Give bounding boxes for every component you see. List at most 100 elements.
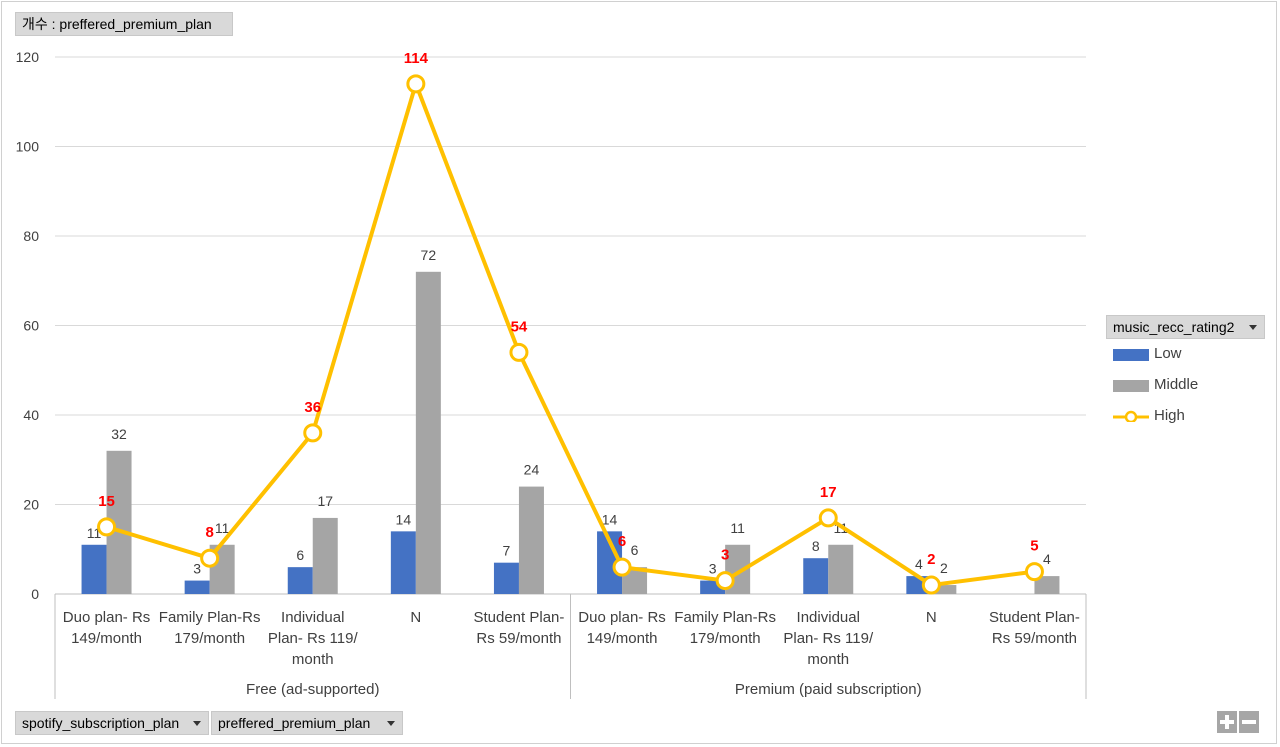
bar-middle [518,486,544,594]
dropdown-arrow-icon [387,721,395,726]
point-high [715,571,735,591]
x-tick-label: N [410,609,421,626]
data-label-high: 6 [618,533,626,550]
legend-field-label: music_recc_rating2 [1113,319,1235,335]
data-label-middle: 17 [317,493,333,509]
data-label-high: 17 [820,484,837,501]
x-tick-label: Plan- Rs 119/ [268,630,359,647]
x-tick-label: Rs 59/month [992,630,1077,647]
x-tick-label: Individual [797,609,860,626]
data-label-middle: 2 [940,560,948,576]
data-label-low: 3 [709,561,717,577]
point-high [509,342,529,362]
data-label-middle: 24 [524,462,540,478]
y-tick-label: 0 [31,586,39,602]
data-label-low: 4 [915,556,923,572]
point-high [303,423,323,443]
x-tick-label: Plan- Rs 119/ [783,630,874,647]
bar-low [184,580,210,594]
group-label: Free (ad-supported) [246,681,379,698]
dropdown-arrow-icon [193,721,201,726]
y-tick-label: 100 [16,139,40,155]
data-field-label: 개수 : preffered_premium_plan [22,16,212,32]
data-label-high: 114 [404,50,429,67]
point-high [406,74,426,94]
dropdown-arrow-icon [1249,325,1257,330]
bar-low [390,531,416,594]
data-label-middle: 4 [1043,551,1051,567]
point-high [612,557,632,577]
bar-middle [1034,576,1060,594]
x-tick-label: Duo plan- Rs [578,609,666,626]
data-label-low: 6 [296,547,304,563]
data-label-middle: 72 [421,247,437,263]
data-label-low: 7 [503,543,511,559]
minus-icon[interactable] [1239,711,1259,733]
line-high [105,81,1035,588]
legend-label-middle: Middle [1154,376,1199,393]
data-label-low: 3 [193,561,201,577]
legend-field-button[interactable]: music_recc_rating2 [1106,315,1265,339]
bar-middle [312,517,338,594]
row-field-label-subscription: spotify_subscription_plan [22,715,180,731]
data-label-high: 5 [1030,538,1038,555]
point-high [97,517,117,537]
data-field-button[interactable]: 개수 : preffered_premium_plan [15,12,233,36]
data-label-low: 14 [396,511,412,527]
y-tick-label: 60 [23,318,39,334]
point-high [921,575,941,595]
x-tick-label: 149/month [71,630,142,647]
data-label-low: 14 [602,511,618,527]
legend-swatch-middle [1113,380,1149,392]
data-label-high: 15 [98,493,115,510]
data-label-middle: 6 [631,542,639,558]
x-tick-label: 179/month [690,630,761,647]
bar-low [287,567,313,594]
x-tick-label: month [807,651,849,668]
legend-swatch-low [1113,349,1149,361]
data-label-high: 36 [304,399,321,416]
bar-low [81,544,107,594]
point-high [818,508,838,528]
bar-low [803,558,829,594]
data-label-low: 8 [812,538,820,554]
x-tick-label: month [292,651,334,668]
legend-label-high: High [1154,407,1185,424]
x-tick-label: 149/month [587,630,658,647]
x-tick-label: Family Plan-Rs [674,609,776,626]
y-tick-label: 40 [23,407,39,423]
x-tick-label: Duo plan- Rs [63,609,151,626]
x-tick-label: Rs 59/month [476,630,561,647]
plus-icon[interactable] [1217,711,1237,733]
bar-middle [931,585,957,594]
row-field-button-subscription[interactable]: spotify_subscription_plan [15,711,209,735]
data-label-middle: 11 [215,520,230,536]
x-tick-label: Student Plan- [989,609,1080,626]
group-label: Premium (paid subscription) [735,681,922,698]
point-high [200,548,220,568]
y-tick-label: 80 [23,228,39,244]
point-high [1024,562,1044,582]
row-field-label-premium-plan: preffered_premium_plan [218,715,371,731]
bar-middle [415,271,441,594]
data-label-high: 54 [511,318,528,335]
data-label-high: 8 [205,524,213,541]
x-tick-label: Family Plan-Rs [159,609,261,626]
x-tick-label: Student Plan- [473,609,564,626]
y-tick-label: 120 [16,49,40,65]
x-tick-label: Individual [281,609,344,626]
legend-marker-high [1124,410,1138,422]
row-field-button-premium-plan[interactable]: preffered_premium_plan [211,711,403,735]
bar-middle [828,544,854,594]
bar-low [493,562,519,594]
data-label-high: 3 [721,547,729,564]
legend-label-low: Low [1154,345,1182,362]
legend-swatch-high [1113,410,1149,422]
x-tick-label: N [926,609,937,626]
data-label-high: 2 [927,551,935,568]
data-label-middle: 11 [730,520,745,536]
data-label-middle: 32 [111,426,127,442]
y-tick-label: 20 [23,497,39,513]
